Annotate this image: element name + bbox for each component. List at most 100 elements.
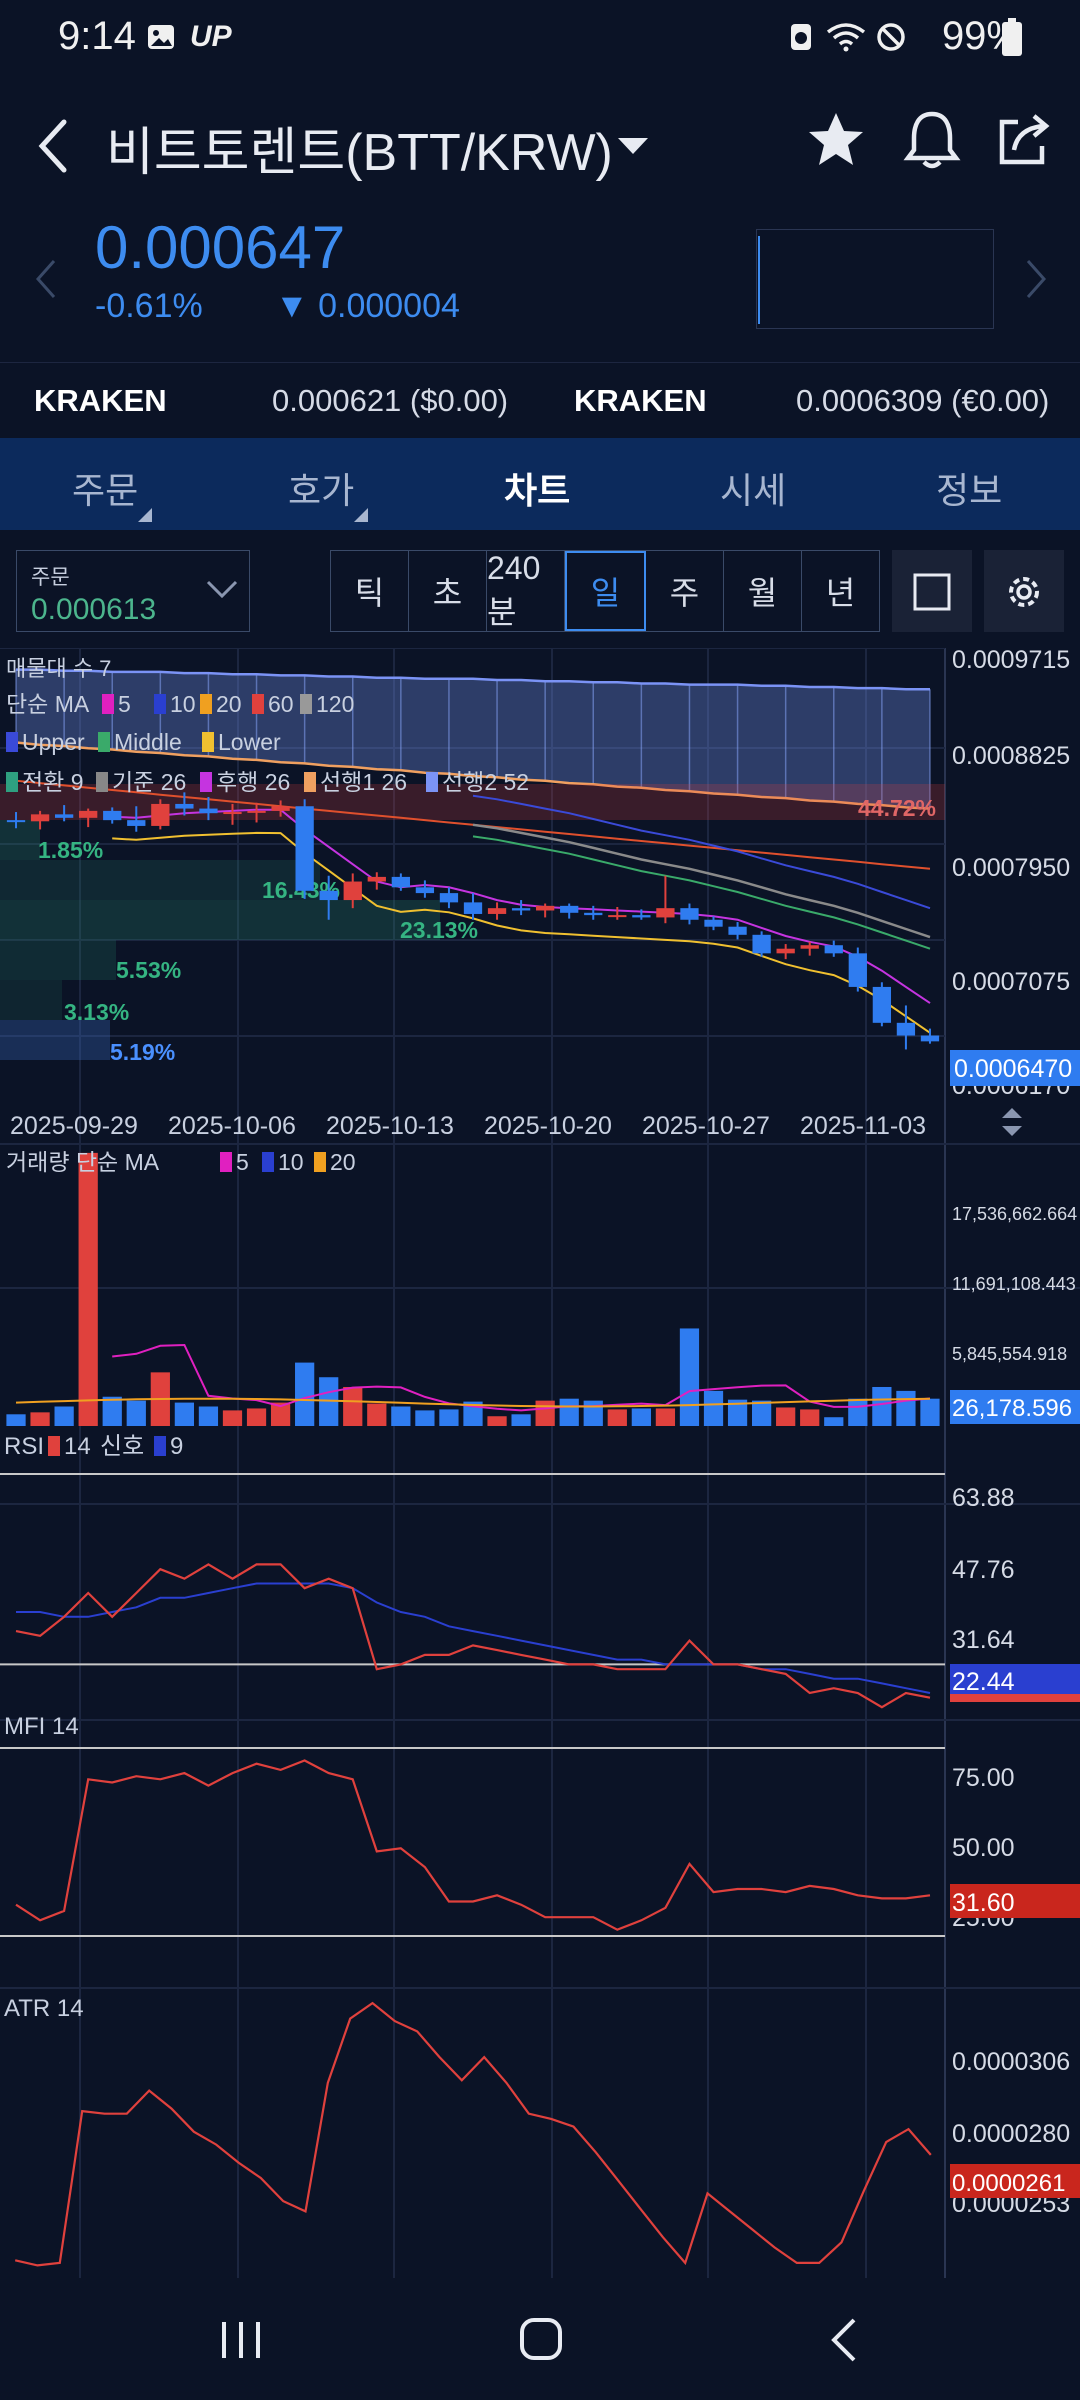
profile-band <box>0 980 62 1020</box>
candle-body <box>704 919 723 927</box>
period-tick[interactable]: 틱 <box>331 551 409 631</box>
candle-body <box>30 814 50 822</box>
volume-bar <box>535 1400 555 1426</box>
period-240min[interactable]: 240분 <box>487 550 565 631</box>
period-year[interactable]: 년 <box>825 575 856 611</box>
mfi-current-label: 31.60 <box>952 1889 1015 1917</box>
volume-bar <box>343 1386 363 1426</box>
volume-current-tag <box>950 1390 1080 1424</box>
candle-body <box>175 803 194 809</box>
profile-band <box>0 940 116 980</box>
tab-orderbook[interactable]: 호가 <box>288 462 369 522</box>
volume-bar <box>439 1409 459 1426</box>
volume-tick-label: 11,691,108.443 <box>952 1274 1076 1294</box>
volume-bar <box>655 1408 676 1426</box>
rsi-current-label: 22.44 <box>952 1668 1015 1696</box>
resize-handle-icon[interactable] <box>1002 1108 1022 1136</box>
order-select-value: 0.000613 <box>31 593 157 626</box>
section-tabs: 주문 호가 차트 시세 정보 <box>0 438 1080 530</box>
do-not-disturb-icon <box>877 23 905 51</box>
candle-body <box>536 905 555 911</box>
order-price-select[interactable]: 주문 0.000613 <box>16 550 250 632</box>
date-tick-label: 2025-11-03 <box>800 1112 926 1140</box>
exchange-value: 0.0006309 (€0.00) <box>796 383 1050 418</box>
exchange-name: KRAKEN <box>574 383 707 418</box>
tab-quotes[interactable]: 시세 <box>720 470 787 511</box>
span1-line <box>16 668 930 691</box>
candle-body <box>439 893 459 903</box>
candle-body <box>367 876 386 882</box>
price-tick-label: 0.0008825 <box>952 742 1070 770</box>
candle-body <box>6 820 26 823</box>
volume-y-axis: 17,536,662.664 11,691,108.443 5,845,554.91… <box>952 1204 1077 1364</box>
mfi-current-tag <box>950 1884 1080 1918</box>
ichimoku-legend-label: 후행 26 <box>216 769 290 795</box>
rsi-current-tag-red <box>950 1694 1080 1702</box>
chevron-left-icon[interactable] <box>34 257 58 301</box>
candle-body <box>824 945 843 954</box>
period-day[interactable]: 일 <box>565 551 646 631</box>
bollinger-legend: Upper Middle Lower <box>6 729 281 755</box>
period-week[interactable]: 주 <box>646 551 724 631</box>
candle-body <box>776 948 795 954</box>
rsi-legend-period: 14 <box>64 1433 91 1460</box>
indicator-tick-label: 0.0000280 <box>952 2120 1070 2148</box>
ma-legend: 단순 MA 5 10 20 60 120 <box>6 691 354 717</box>
volume-ma-swatch <box>220 1152 232 1172</box>
rsi-legend-signal: 신호 <box>100 1433 144 1460</box>
recent-apps-icon[interactable] <box>218 2318 264 2362</box>
volume-bar <box>246 1408 267 1426</box>
bell-icon[interactable] <box>902 110 962 172</box>
volume-bar <box>559 1398 579 1426</box>
candle-body <box>560 905 579 913</box>
share-icon[interactable] <box>996 112 1054 168</box>
volume-ma20-line <box>15 1397 931 1408</box>
date-tick-label: 2025-10-20 <box>484 1112 612 1140</box>
exchange-name: KRAKEN <box>34 383 167 418</box>
nav-back-icon[interactable] <box>826 2316 860 2364</box>
mini-chart <box>756 229 994 329</box>
ma-legend-period: 5 <box>118 691 131 717</box>
candle-body <box>656 908 675 918</box>
ichimoku-legend-label: 기준 26 <box>112 769 186 795</box>
volume-ma-swatch <box>314 1152 326 1172</box>
candle-body <box>752 934 771 954</box>
recycle-icon <box>791 24 811 50</box>
atr-current-label: 0.0000261 <box>952 2170 1065 2197</box>
candle-body <box>343 881 362 901</box>
price-tick-label: 0.0009715 <box>952 648 1070 674</box>
volume-ma-swatch <box>262 1152 274 1172</box>
span2-line <box>15 741 931 810</box>
tab-chart[interactable]: 차트 <box>504 470 571 511</box>
cloud-fill <box>16 669 930 809</box>
price-tick-label: 0.0007075 <box>952 968 1070 996</box>
candle-body <box>103 810 122 821</box>
bollinger-legend-label: Upper <box>22 729 85 755</box>
home-icon[interactable] <box>518 2316 564 2362</box>
page-title[interactable]: 비트토렌트(BTT/KRW) <box>106 124 613 182</box>
date-tick-label: 2025-10-06 <box>168 1112 296 1140</box>
candle-body <box>151 803 170 826</box>
volume-tick-label: 5,845,554.918 <box>952 1344 1067 1364</box>
period-second[interactable]: 초 <box>409 551 487 631</box>
back-arrow-icon[interactable] <box>34 116 74 176</box>
indicator-tick-label: 63.88 <box>952 1484 1015 1512</box>
chevron-right-icon[interactable] <box>1024 257 1048 301</box>
volume-bar <box>487 1416 507 1426</box>
date-tick-label: 2025-09-29 <box>10 1112 138 1140</box>
bollinger-legend-label: Middle <box>114 729 182 755</box>
atr-lines <box>14 2001 932 2267</box>
star-icon[interactable] <box>806 110 866 170</box>
current-price-tag <box>950 1050 1080 1086</box>
tab-info[interactable]: 정보 <box>936 470 1003 511</box>
profile-band <box>0 900 440 940</box>
dropdown-caret-icon[interactable] <box>616 136 650 156</box>
tab-order[interactable]: 주문 <box>72 462 153 522</box>
period-month[interactable]: 월 <box>724 551 802 631</box>
chart-settings-button[interactable] <box>984 550 1064 632</box>
gallery-icon <box>148 25 174 49</box>
rsi-y-axis: 63.88 47.76 31.64 <box>952 1484 1015 1654</box>
fullscreen-button[interactable] <box>892 550 972 632</box>
chart-area[interactable]: 44.72%1.85%16.43%23.13%5.53%3.13%5.19% 0… <box>0 648 1080 2278</box>
volume-ma-period: 20 <box>330 1149 356 1175</box>
